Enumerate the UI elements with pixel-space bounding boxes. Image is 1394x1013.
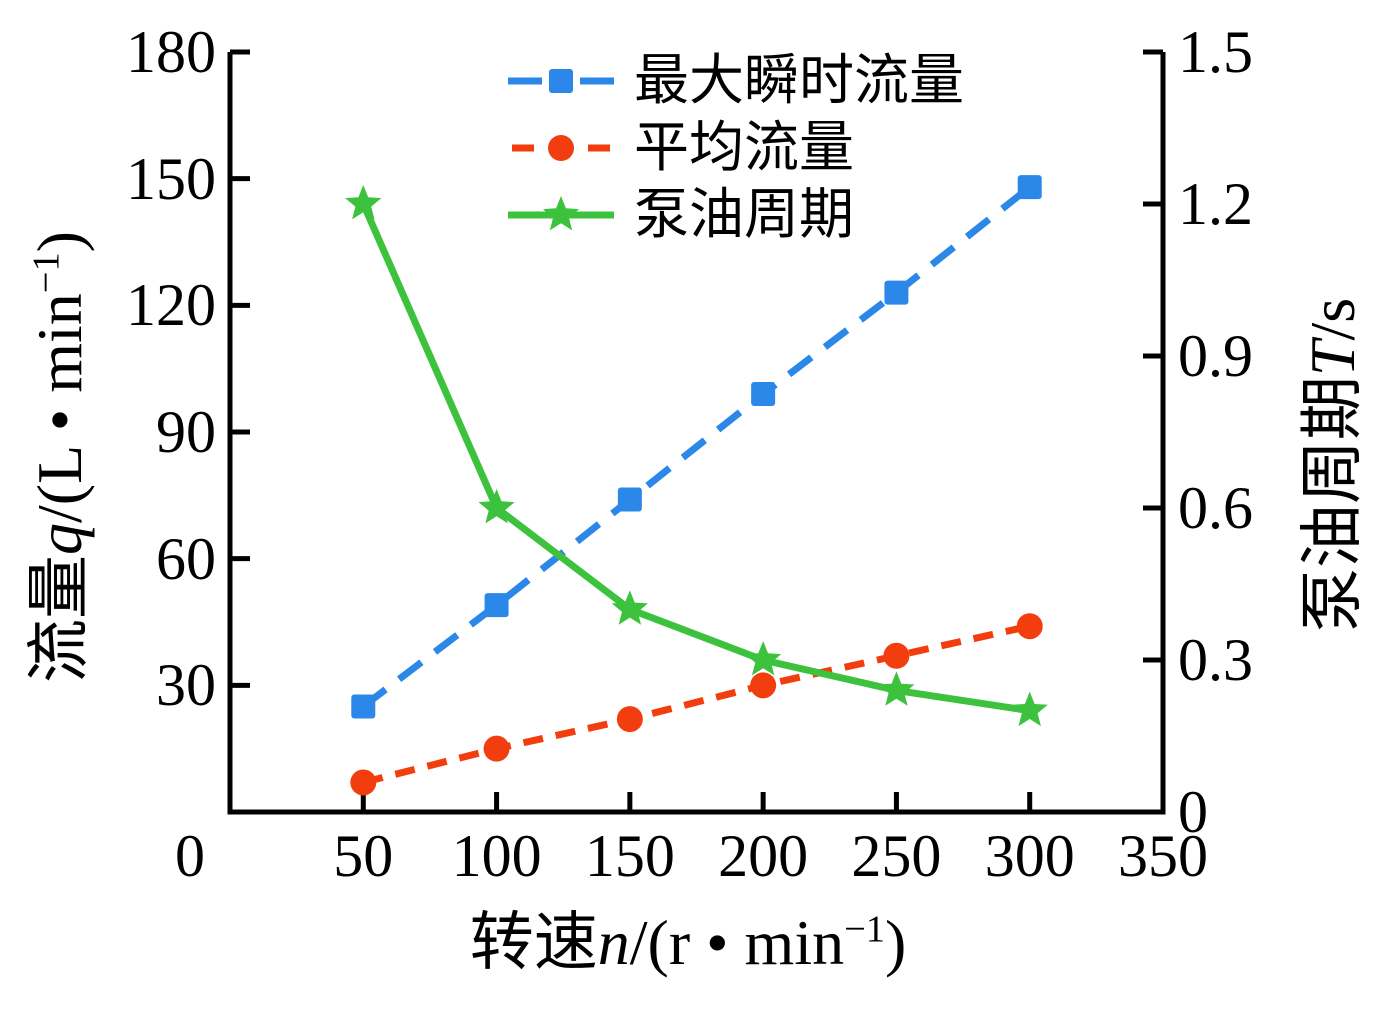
data-point-1 xyxy=(616,706,643,733)
legend-label: 最大瞬时流量 xyxy=(634,50,965,111)
data-point-2 xyxy=(345,185,382,220)
y-axis-left-label: 流量q/(L • min−1) xyxy=(24,231,95,683)
legend-sample-solid-star-icon xyxy=(508,195,614,230)
data-point-0 xyxy=(884,280,909,305)
x-tick-label: 350 xyxy=(1118,823,1208,889)
x-axis-label: 转速n/(r • min−1) xyxy=(469,907,907,978)
x-tick-label: 150 xyxy=(584,823,675,889)
series-line-0 xyxy=(361,184,1032,710)
data-point-2 xyxy=(1011,691,1048,727)
y-axis-right-label: 泵油周期T/s xyxy=(1297,297,1368,633)
data-point-2 xyxy=(878,671,915,706)
y-left-tick-label: 60 xyxy=(156,525,216,592)
data-point-2 xyxy=(745,641,782,676)
data-point-1 xyxy=(883,642,910,669)
data-point-2 xyxy=(611,590,648,625)
y-left-tick-label: 180 xyxy=(126,19,216,85)
x-tick-label: 0 xyxy=(175,823,205,889)
data-point-1 xyxy=(1016,613,1043,640)
legend-item-pump-period: 泵油周期 xyxy=(506,181,964,248)
data-point-0 xyxy=(751,382,776,406)
legend-label: 平均流量 xyxy=(634,117,855,178)
data-point-1 xyxy=(483,735,510,762)
y-left-tick-label: 120 xyxy=(126,272,216,339)
x-tick-label: 200 xyxy=(718,823,809,889)
y-right-tick-label: 0.9 xyxy=(1178,323,1253,389)
data-point-0 xyxy=(617,487,642,512)
data-point-0 xyxy=(1017,175,1042,200)
x-tick-label: 50 xyxy=(333,823,394,889)
series-line-2 xyxy=(360,202,1031,715)
data-point-2 xyxy=(478,489,515,524)
data-point-1 xyxy=(750,672,777,699)
legend-item-max-instant-flow: 最大瞬时流量 xyxy=(506,47,964,114)
y-left-tick-label: 30 xyxy=(156,652,216,719)
data-point-1 xyxy=(350,769,377,796)
legend-label: 泵油周期 xyxy=(634,184,855,245)
x-tick-label: 100 xyxy=(451,823,542,889)
y-left-tick-label: 150 xyxy=(126,145,216,212)
series-line-1 xyxy=(362,622,1031,786)
legend-sample-dashed-circle-icon xyxy=(512,134,610,161)
data-point-0 xyxy=(484,593,509,618)
y-right-tick-label: 0 xyxy=(1178,779,1208,845)
y-right-tick-label: 1.5 xyxy=(1178,19,1253,85)
y-left-tick-label: 90 xyxy=(156,399,216,465)
legend-item-average-flow: 平均流量 xyxy=(506,114,964,181)
y-right-tick-label: 0.6 xyxy=(1178,475,1253,541)
y-right-tick-label: 1.2 xyxy=(1178,171,1253,237)
legend: 最大瞬时流量 平均流量 泵油周期 xyxy=(506,47,964,248)
data-point-0 xyxy=(351,694,376,719)
legend-sample-dashed-square-icon xyxy=(508,68,614,93)
x-tick-label: 300 xyxy=(984,823,1075,889)
x-tick-label: 250 xyxy=(851,823,942,889)
y-right-tick-label: 0.3 xyxy=(1178,627,1253,693)
